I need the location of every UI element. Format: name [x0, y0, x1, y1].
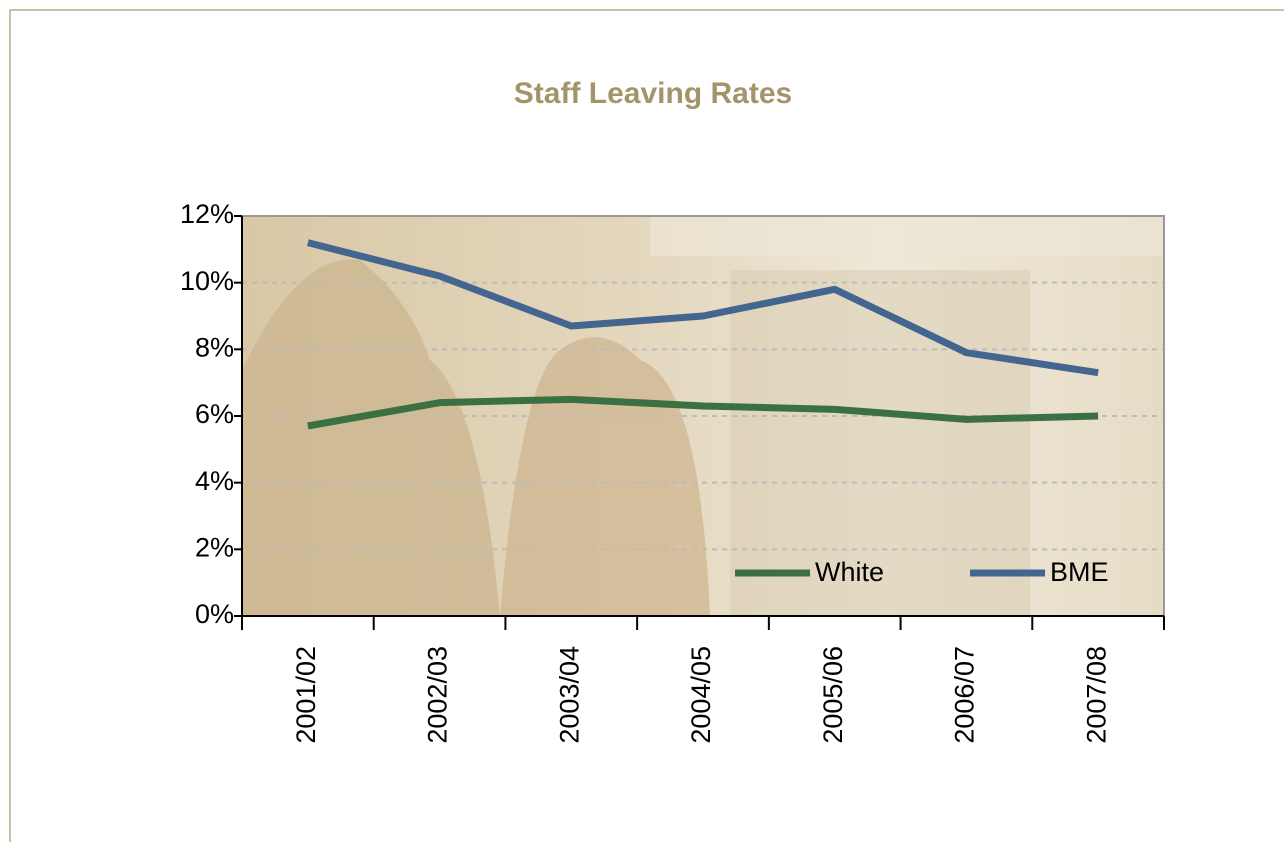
- x-tick-label: 2001/02: [291, 646, 321, 744]
- plot-border: [242, 215, 1165, 616]
- y-tick-label: 8%: [195, 332, 234, 362]
- x-tick-label: 2005/06: [818, 646, 848, 744]
- y-tick-label: 2%: [195, 532, 234, 562]
- x-tick-label: 2006/07: [950, 646, 980, 744]
- page-border: [9, 9, 1284, 842]
- y-tick-label: 4%: [195, 466, 234, 496]
- y-tick-label: 12%: [180, 199, 234, 229]
- y-tick-label: 6%: [195, 399, 234, 429]
- x-tick-label: 2003/04: [554, 646, 584, 744]
- legend-label: BME: [1050, 557, 1109, 587]
- chart-title: Staff Leaving Rates: [514, 77, 792, 110]
- y-tick-label: 10%: [180, 266, 234, 296]
- y-tick-label: 0%: [195, 599, 234, 629]
- x-tick-label: 2007/08: [1081, 646, 1111, 744]
- legend-label: White: [815, 557, 884, 587]
- series-line: [306, 239, 1099, 377]
- x-tick-label: 2002/03: [423, 646, 453, 744]
- series-line: [307, 395, 1099, 430]
- x-tick-label: 2004/05: [686, 646, 716, 744]
